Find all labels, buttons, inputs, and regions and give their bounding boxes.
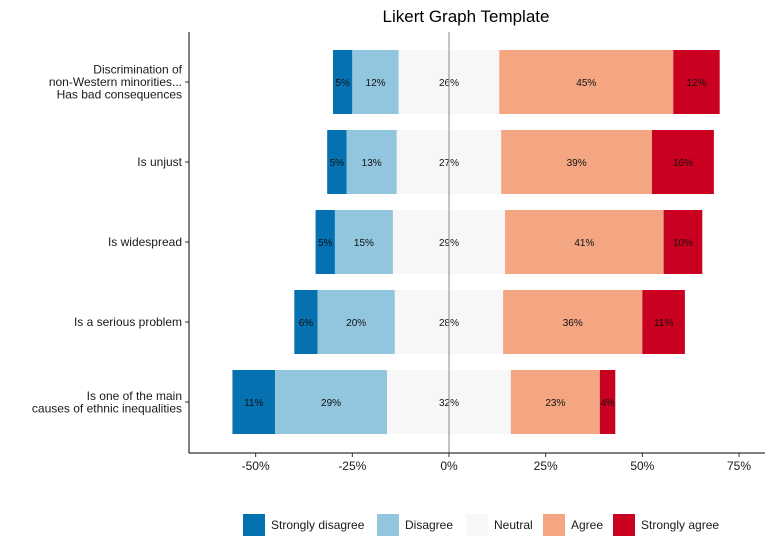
bar-segment-agree	[505, 210, 664, 274]
bar-segment-strongly-disagree	[232, 370, 275, 434]
bar-segment-strongly-agree	[652, 130, 714, 194]
bar-segment-strongly-agree	[673, 50, 720, 114]
legend: Strongly disagree Disagree Neutral Agree Str…	[243, 514, 719, 536]
bar-segment-strongly-disagree	[294, 290, 318, 354]
bar-segment-strongly-agree	[663, 210, 703, 274]
bar-segment-strongly-disagree	[332, 50, 353, 114]
bar-segment-strongly-disagree	[315, 210, 335, 274]
bar-segment-agree	[501, 130, 653, 194]
segment-value-label: 5%	[330, 158, 345, 169]
bar-segment-strongly-agree	[642, 290, 685, 354]
segment-value-label: 41%	[574, 238, 594, 249]
segment-value-label: 10%	[673, 238, 693, 249]
legend-swatch-agree	[543, 514, 565, 536]
segment-value-label: 12%	[366, 78, 386, 89]
bar-segment-agree	[510, 370, 600, 434]
bar-segment-strongly-disagree	[327, 130, 347, 194]
legend-label: Agree	[571, 518, 603, 532]
legend-label: Disagree	[405, 518, 453, 532]
legend-label: Strongly agree	[641, 518, 719, 532]
x-tick-label: 75%	[727, 459, 751, 473]
segment-value-label: 23%	[545, 398, 565, 409]
axes-layer: Discrimination of non-Western minorities.…	[32, 32, 765, 473]
bar-segment-disagree	[334, 210, 393, 274]
bars-layer: 5% 12% 26% 45% 12%5% 13% 27% 39% 16%5% 15% 29% 41% 1…	[232, 50, 720, 434]
legend-swatch-strongly-agree	[613, 514, 635, 536]
segment-value-label: 12%	[686, 78, 706, 89]
segment-value-label: 45%	[576, 78, 596, 89]
legend-swatch-disagree	[377, 514, 399, 536]
bar-segment-agree	[503, 290, 643, 354]
category-label: Is a serious problem	[74, 315, 182, 329]
category-label: Is widespread	[108, 235, 182, 249]
x-tick-label: -25%	[338, 459, 366, 473]
bar-segment-disagree	[352, 50, 399, 114]
segment-value-label: 36%	[563, 318, 583, 329]
x-tick-label: -50%	[242, 459, 270, 473]
segment-value-label: 16%	[673, 158, 693, 169]
x-tick-label: 0%	[440, 459, 458, 473]
segment-value-label: 11%	[654, 318, 673, 329]
bar-segment-disagree	[346, 130, 397, 194]
legend-swatch-neutral	[466, 514, 488, 536]
legend-label: Strongly disagree	[271, 518, 365, 532]
segment-value-label: 39%	[567, 158, 587, 169]
segment-value-label: 15%	[354, 238, 374, 249]
bar-segment-disagree	[274, 370, 388, 434]
category-label: Is unjust	[137, 155, 182, 169]
category-label: Discrimination of non-Western minorities.…	[49, 63, 183, 102]
legend-swatch-strongly-disagree	[243, 514, 265, 536]
bar-segment-disagree	[317, 290, 395, 354]
bar-segment-strongly-agree	[599, 370, 616, 434]
segment-value-label: 11%	[244, 398, 263, 409]
segment-value-label: 29%	[321, 398, 341, 409]
segment-value-label: 13%	[362, 158, 382, 169]
x-tick-label: 25%	[534, 459, 558, 473]
category-label: Is one of the main causes of ethnic inequ…	[32, 389, 182, 416]
legend-label: Neutral	[494, 518, 533, 532]
bar-segment-agree	[499, 50, 674, 114]
segment-value-label: 5%	[335, 78, 350, 89]
segment-value-label: 20%	[346, 318, 366, 329]
segment-value-label: 5%	[318, 238, 333, 249]
segment-value-label: 6%	[299, 318, 314, 329]
segment-value-label: 4%	[600, 398, 615, 409]
x-tick-label: 50%	[630, 459, 654, 473]
chart-title: Likert Graph Template	[383, 7, 550, 26]
